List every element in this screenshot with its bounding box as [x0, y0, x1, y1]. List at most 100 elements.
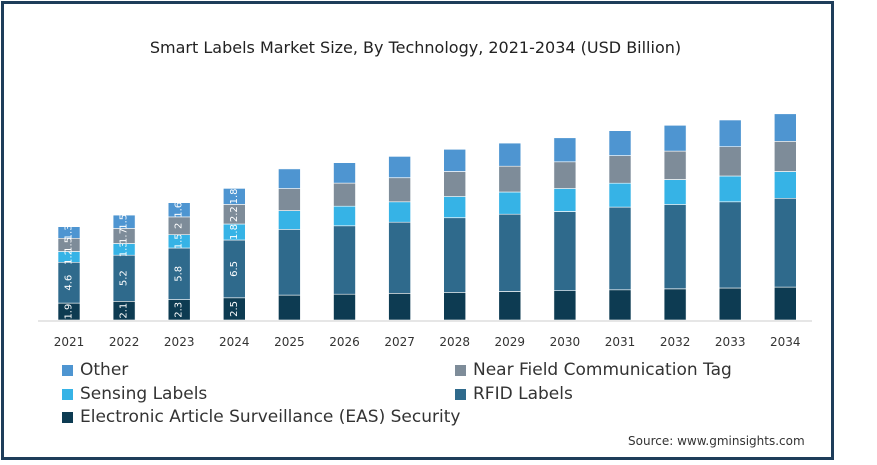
bar-segment	[773, 197, 797, 288]
bar-segment	[663, 288, 687, 321]
legend-swatch-rfid	[455, 388, 466, 400]
bar-segment	[388, 177, 411, 203]
bar-segment	[443, 149, 467, 172]
legend-swatch-sensing	[62, 388, 73, 400]
legend-swatch-nfc	[455, 364, 466, 376]
legend-label-nfc: Near Field Communication Tag	[473, 360, 732, 380]
legend-swatch-eas	[62, 411, 73, 423]
bar-segment	[553, 188, 577, 212]
bar-segment	[498, 191, 522, 215]
bar-segment	[388, 156, 411, 178]
bar-segment	[278, 168, 301, 189]
legend-label-eas: Electronic Article Surveillance (EAS) Se…	[80, 407, 461, 427]
bar-segment	[57, 226, 81, 239]
chart-title: Smart Labels Market Size, By Technology,…	[149, 38, 682, 57]
data-label: 1.7	[119, 228, 130, 244]
bar-segment	[388, 201, 411, 223]
bar-segment	[718, 119, 742, 148]
bar-segment	[443, 171, 467, 197]
data-label: 2	[174, 223, 185, 229]
x-tick-label: 2031	[605, 335, 636, 349]
bar-segment	[278, 294, 301, 321]
data-label: 1.8	[229, 188, 240, 204]
legend-label-sensing: Sensing Labels	[80, 384, 208, 404]
legend-label-rfid: RFID Labels	[473, 384, 573, 404]
bar-segment	[663, 150, 687, 180]
bar-segment	[608, 206, 632, 291]
bar-segment	[663, 179, 687, 205]
data-label: 1.6	[174, 202, 185, 218]
bar-segment	[443, 292, 467, 321]
bar-segment	[608, 289, 632, 321]
x-tick-label: 2027	[384, 335, 415, 349]
legend-item-rfid: RFID Labels	[455, 384, 573, 404]
bar-segment	[553, 211, 577, 292]
data-label: 1.5	[64, 237, 75, 253]
bar-segment	[333, 162, 356, 184]
legend-swatch-other	[62, 364, 73, 376]
x-tick-label: 2022	[109, 335, 140, 349]
legend-item-sensing: Sensing Labels	[62, 384, 207, 404]
data-label: 2.2	[229, 206, 240, 222]
x-tick-label: 2024	[219, 335, 250, 349]
bar-segment	[608, 182, 632, 208]
data-label: 2.1	[119, 303, 130, 319]
data-label: 1.3	[64, 224, 75, 240]
data-label: 1.5	[174, 233, 185, 249]
legend-item-eas: Electronic Article Surveillance (EAS) Se…	[62, 407, 460, 427]
bar-segment	[498, 291, 522, 321]
data-label: 1.2	[64, 249, 75, 265]
bar-segment	[278, 188, 301, 211]
legend-item-nfc: Near Field Communication Tag	[455, 360, 732, 380]
bar-segment	[718, 201, 742, 289]
data-label: 4.6	[64, 275, 75, 291]
bar-segment	[278, 229, 301, 296]
bar-segment	[718, 146, 742, 177]
bar-segment	[333, 293, 356, 321]
x-tick-label: 2028	[439, 335, 470, 349]
data-label: 2.3	[174, 302, 185, 318]
data-label: 1.3	[119, 241, 130, 257]
x-tick-label: 2021	[54, 335, 85, 349]
legend-item-other: Other	[62, 360, 128, 380]
bar-segment	[333, 225, 356, 295]
bar-segment	[498, 142, 522, 167]
data-label: 2.5	[229, 301, 240, 317]
bar-segment	[553, 137, 577, 163]
bar-segment	[608, 130, 632, 156]
x-tick-label: 2033	[715, 335, 746, 349]
bar-segment	[608, 155, 632, 184]
x-tick-label: 2026	[329, 335, 360, 349]
bar-segment	[223, 188, 246, 205]
x-tick-label: 2025	[274, 335, 305, 349]
bar-segment	[333, 205, 356, 227]
bar-segment	[498, 165, 522, 193]
bar-segment	[278, 210, 301, 230]
bar-segment	[663, 204, 687, 290]
bar-segment	[553, 290, 577, 321]
bars-group: 1.94.61.21.51.32.15.21.31.71.52.35.81.52…	[57, 113, 797, 321]
data-label: 5.8	[174, 266, 185, 282]
x-tick-label: 2023	[164, 335, 195, 349]
data-label: 1.9	[64, 304, 75, 320]
bar-segment	[443, 217, 467, 293]
data-label: 5.2	[119, 270, 130, 286]
bar-segment	[388, 221, 411, 294]
chart-frame	[1, 1, 834, 460]
bar-segment	[167, 202, 191, 218]
bar-segment	[498, 213, 522, 292]
bar-segment	[443, 196, 467, 218]
data-label: 6.5	[229, 261, 240, 277]
source-note: Source: www.gminsights.com	[628, 434, 805, 448]
bar-segment	[773, 286, 797, 321]
x-tick-label: 2032	[660, 335, 691, 349]
x-tick-label: 2034	[770, 335, 801, 349]
bar-segment	[773, 141, 797, 172]
bar-segment	[718, 287, 742, 321]
x-tick-labels: 2021 2022 2023 2024 2025 2026 2027 2028 2029 2030…	[54, 335, 801, 349]
bar-segment	[718, 175, 742, 203]
x-tick-label: 2029	[495, 335, 526, 349]
bar-segment	[773, 113, 797, 142]
data-label: 1.8	[229, 224, 240, 240]
bar-segment	[773, 171, 797, 199]
